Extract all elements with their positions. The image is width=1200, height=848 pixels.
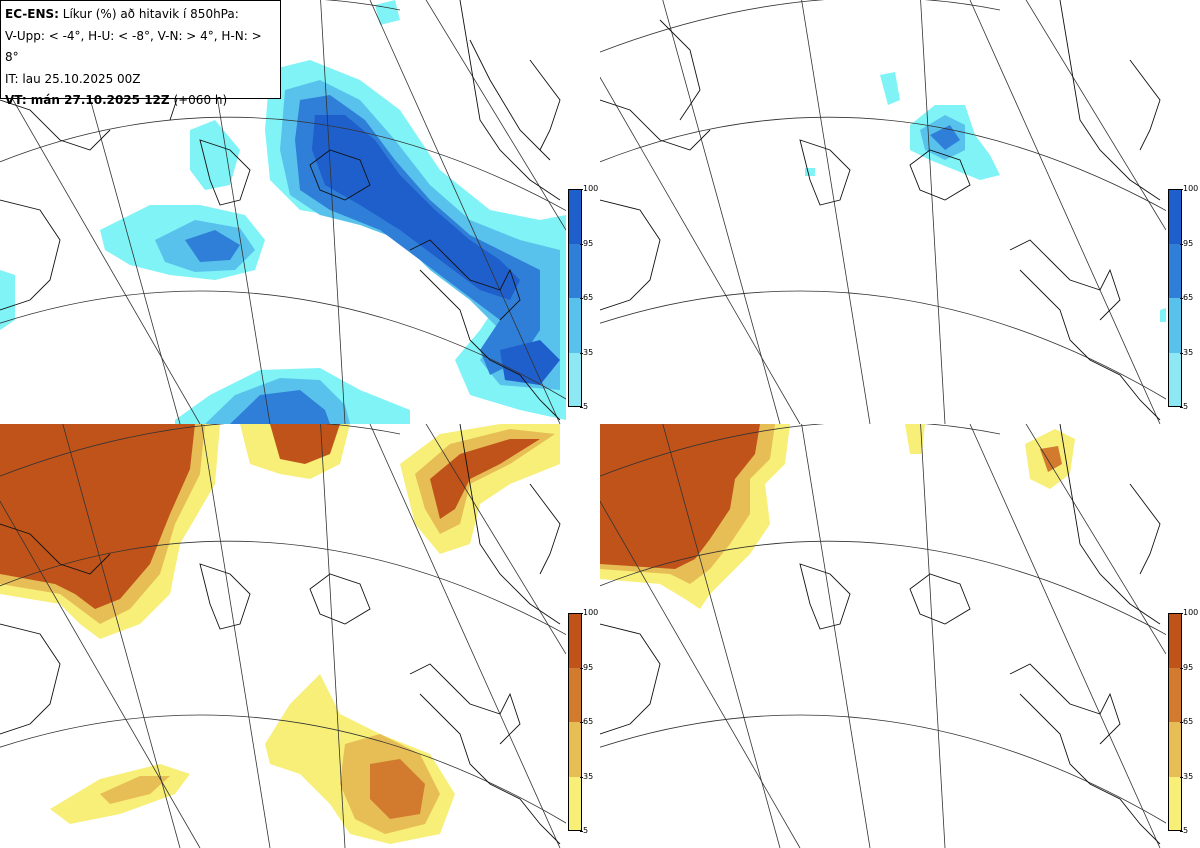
colorbar-segment	[568, 189, 582, 244]
colorbar-tick-mark	[580, 667, 583, 669]
legend-lead-time: (+060 h)	[173, 93, 228, 107]
coastlines	[0, 424, 561, 845]
colorbar-tick-label: 100	[1183, 608, 1199, 617]
colorbar-tick-mark	[580, 298, 583, 299]
colorbar-tick-label: 65	[583, 717, 594, 726]
colorbar-tick-label: 95	[583, 238, 594, 248]
probability-field	[805, 72, 1166, 322]
colorbar-tick-label: 5	[1183, 402, 1189, 411]
colorbar-tick-mark	[1180, 667, 1183, 669]
colorbar-tick-label: 100	[583, 608, 599, 617]
map-panel-cold-moderate: EC-ENS: Líkur (%) að hitavik í 850hPa: V…	[0, 0, 566, 424]
graticule	[0, 424, 566, 848]
colorbar-segment	[1168, 722, 1182, 777]
colorbar-tick-label: 100	[1183, 184, 1199, 193]
colorbar-tick-mark	[580, 776, 583, 778]
colorbar-segment	[568, 298, 582, 353]
colorbar-tick-label: 35	[1183, 347, 1194, 357]
colorbar-segment	[1168, 613, 1182, 668]
legend-title-line: EC-ENS: Líkur (%) að hitavik í 850hPa:	[5, 4, 276, 26]
coastlines	[600, 0, 1161, 421]
colorbar-tick-label: 100	[583, 184, 599, 193]
probability-map-cold-strong	[600, 0, 1166, 424]
map-panel-warm-strong	[600, 424, 1166, 848]
probability-field	[0, 0, 566, 424]
colorbar-tick-label: 95	[583, 662, 594, 672]
colorbar-segment	[1168, 243, 1182, 298]
map-panel-cold-strong	[600, 0, 1166, 424]
colorbar-tick-label: 5	[583, 402, 589, 411]
model-name: EC-ENS:	[5, 7, 59, 21]
colorbar-segment	[1168, 298, 1182, 353]
colorbar-tick-mark	[580, 243, 583, 245]
colorbar-tick-mark	[1180, 352, 1183, 354]
graticule	[600, 0, 1166, 424]
colorbar-tick-mark	[580, 189, 583, 190]
colorbar-tick-label: 95	[1183, 662, 1194, 672]
colorbar-tick-mark	[1180, 189, 1183, 190]
colorbar-segment	[568, 722, 582, 777]
coastlines	[600, 424, 1161, 845]
probability-map-warm-moderate	[0, 424, 566, 848]
colorbar-tick-mark	[1180, 407, 1183, 408]
colorbar-tick-mark	[580, 407, 583, 408]
legend-valid-line: VT: mán 27.10.2025 12Z (+060 h)	[5, 90, 276, 112]
colorbar-tick-mark	[1180, 298, 1183, 299]
colorbar-tick-label: 35	[1183, 771, 1194, 781]
colorbar-segment	[568, 613, 582, 668]
colorbar-segment	[568, 352, 582, 407]
legend-initial-time: IT: lau 25.10.2025 00Z	[5, 71, 141, 86]
colorbar-tick-mark	[580, 613, 583, 614]
colorbar-tick-mark	[580, 352, 583, 354]
colorbar-tick-label: 65	[583, 293, 594, 302]
colorbar-tick-mark	[1180, 776, 1183, 778]
colorbar-tick-label: 35	[583, 347, 594, 357]
coastlines	[0, 0, 561, 421]
colorbar-segment	[1168, 352, 1182, 407]
colorbar-tick-label: 5	[1183, 826, 1189, 835]
colorbar-tick-mark	[580, 722, 583, 723]
probability-field	[600, 424, 1075, 609]
colorbar-tick-label: 95	[1183, 238, 1194, 248]
colorbar-tick-mark	[580, 831, 583, 832]
colorbar-cold-top	[568, 189, 582, 407]
colorbar-tick-mark	[1180, 243, 1183, 245]
legend-thresholds: V-Upp: < -4°, H-U: < -8°, V-N: > 4°, H-N…	[5, 28, 262, 65]
colorbar-tick-label: 65	[1183, 717, 1194, 726]
colorbar-tick-mark	[1180, 722, 1183, 723]
colorbar-tick-label: 35	[583, 771, 594, 781]
colorbar-segment	[568, 776, 582, 831]
colorbar-tick-label: 5	[583, 826, 589, 835]
colorbar-tick-label: 65	[1183, 293, 1194, 302]
colorbar-segment	[568, 667, 582, 722]
probability-map-warm-strong	[600, 424, 1166, 848]
map-legend: EC-ENS: Líkur (%) að hitavik í 850hPa: V…	[0, 0, 281, 107]
colorbar-segment	[1168, 776, 1182, 831]
map-panel-warm-moderate	[0, 424, 566, 848]
colorbar-segment	[1168, 189, 1182, 244]
probability-field	[0, 424, 560, 844]
colorbar-tick-mark	[1180, 831, 1183, 832]
graticule	[600, 424, 1166, 848]
colorbar-cold-top-right	[1168, 189, 1182, 407]
legend-valid-time: VT: mán 27.10.2025 12Z	[5, 93, 170, 107]
colorbar-segment	[568, 243, 582, 298]
colorbar-tick-mark	[1180, 613, 1183, 614]
legend-title: Líkur (%) að hitavik í 850hPa:	[62, 7, 239, 21]
colorbar-segment	[1168, 667, 1182, 722]
